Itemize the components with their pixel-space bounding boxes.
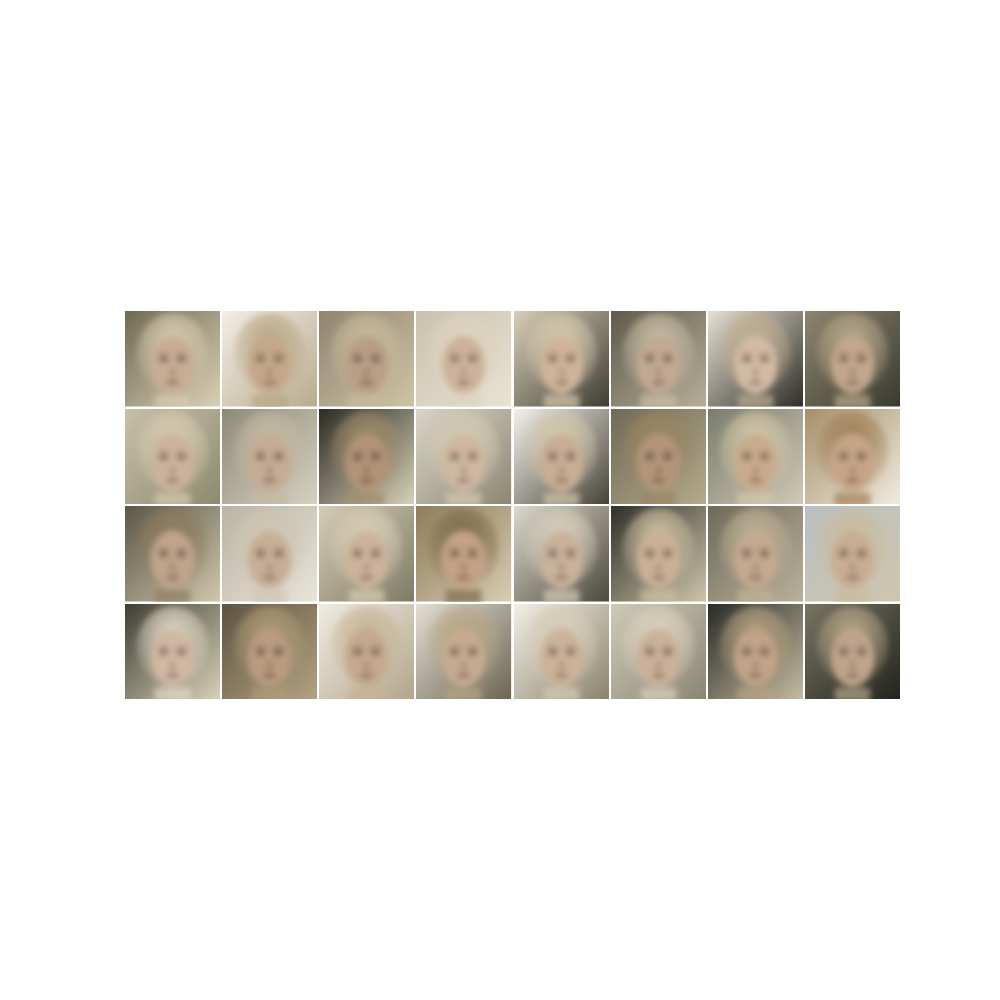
face-sample-tile — [804, 506, 900, 602]
face-image — [804, 603, 900, 699]
face-sample-tile — [707, 408, 803, 504]
face-sample-tile — [416, 603, 512, 699]
face-image — [610, 603, 706, 699]
face-image — [513, 506, 609, 602]
face-sample-tile — [707, 311, 803, 407]
face-image — [416, 506, 512, 602]
face-image — [513, 408, 609, 504]
face-image — [222, 603, 318, 699]
face-image — [707, 311, 803, 407]
face-sample-tile — [319, 311, 415, 407]
face-sample-tile — [222, 408, 318, 504]
face-sample-tile — [416, 408, 512, 504]
face-image — [125, 506, 221, 602]
face-image — [319, 408, 415, 504]
face-sample-tile — [125, 408, 221, 504]
face-image — [610, 408, 706, 504]
face-image — [707, 506, 803, 602]
face-image — [125, 603, 221, 699]
face-sample-tile — [222, 311, 318, 407]
face-sample-tile — [610, 506, 706, 602]
face-sample-tile — [125, 311, 221, 407]
face-sample-tile — [222, 603, 318, 699]
face-sample-tile — [610, 603, 706, 699]
face-sample-tile — [319, 408, 415, 504]
face-image — [610, 311, 706, 407]
face-image — [416, 603, 512, 699]
face-image — [610, 506, 706, 602]
face-sample-tile — [416, 311, 512, 407]
face-sample-tile — [513, 603, 609, 699]
face-sample-tile — [610, 408, 706, 504]
face-image — [707, 408, 803, 504]
face-sample-tile — [125, 603, 221, 699]
face-image — [804, 408, 900, 504]
face-image — [125, 408, 221, 504]
face-image — [222, 408, 318, 504]
face-sample-tile — [804, 408, 900, 504]
face-image — [125, 311, 221, 407]
face-sample-tile — [804, 603, 900, 699]
face-image — [416, 311, 512, 407]
face-sample-tile — [513, 506, 609, 602]
face-image — [416, 408, 512, 504]
face-sample-tile — [513, 311, 609, 407]
face-image — [222, 311, 318, 407]
face-image — [804, 311, 900, 407]
face-image — [804, 506, 900, 602]
face-sample-tile — [416, 506, 512, 602]
face-sample-tile — [319, 603, 415, 699]
face-sample-tile — [707, 603, 803, 699]
face-sample-tile — [125, 506, 221, 602]
face-image — [222, 506, 318, 602]
face-image — [319, 506, 415, 602]
face-sample-grid — [125, 311, 900, 699]
face-sample-tile — [319, 506, 415, 602]
face-image — [707, 603, 803, 699]
face-sample-tile — [222, 506, 318, 602]
face-sample-tile — [513, 408, 609, 504]
face-sample-tile — [707, 506, 803, 602]
face-image — [319, 603, 415, 699]
face-image — [319, 311, 415, 407]
face-image — [513, 603, 609, 699]
face-sample-tile — [610, 311, 706, 407]
face-image — [513, 311, 609, 407]
face-sample-tile — [804, 311, 900, 407]
